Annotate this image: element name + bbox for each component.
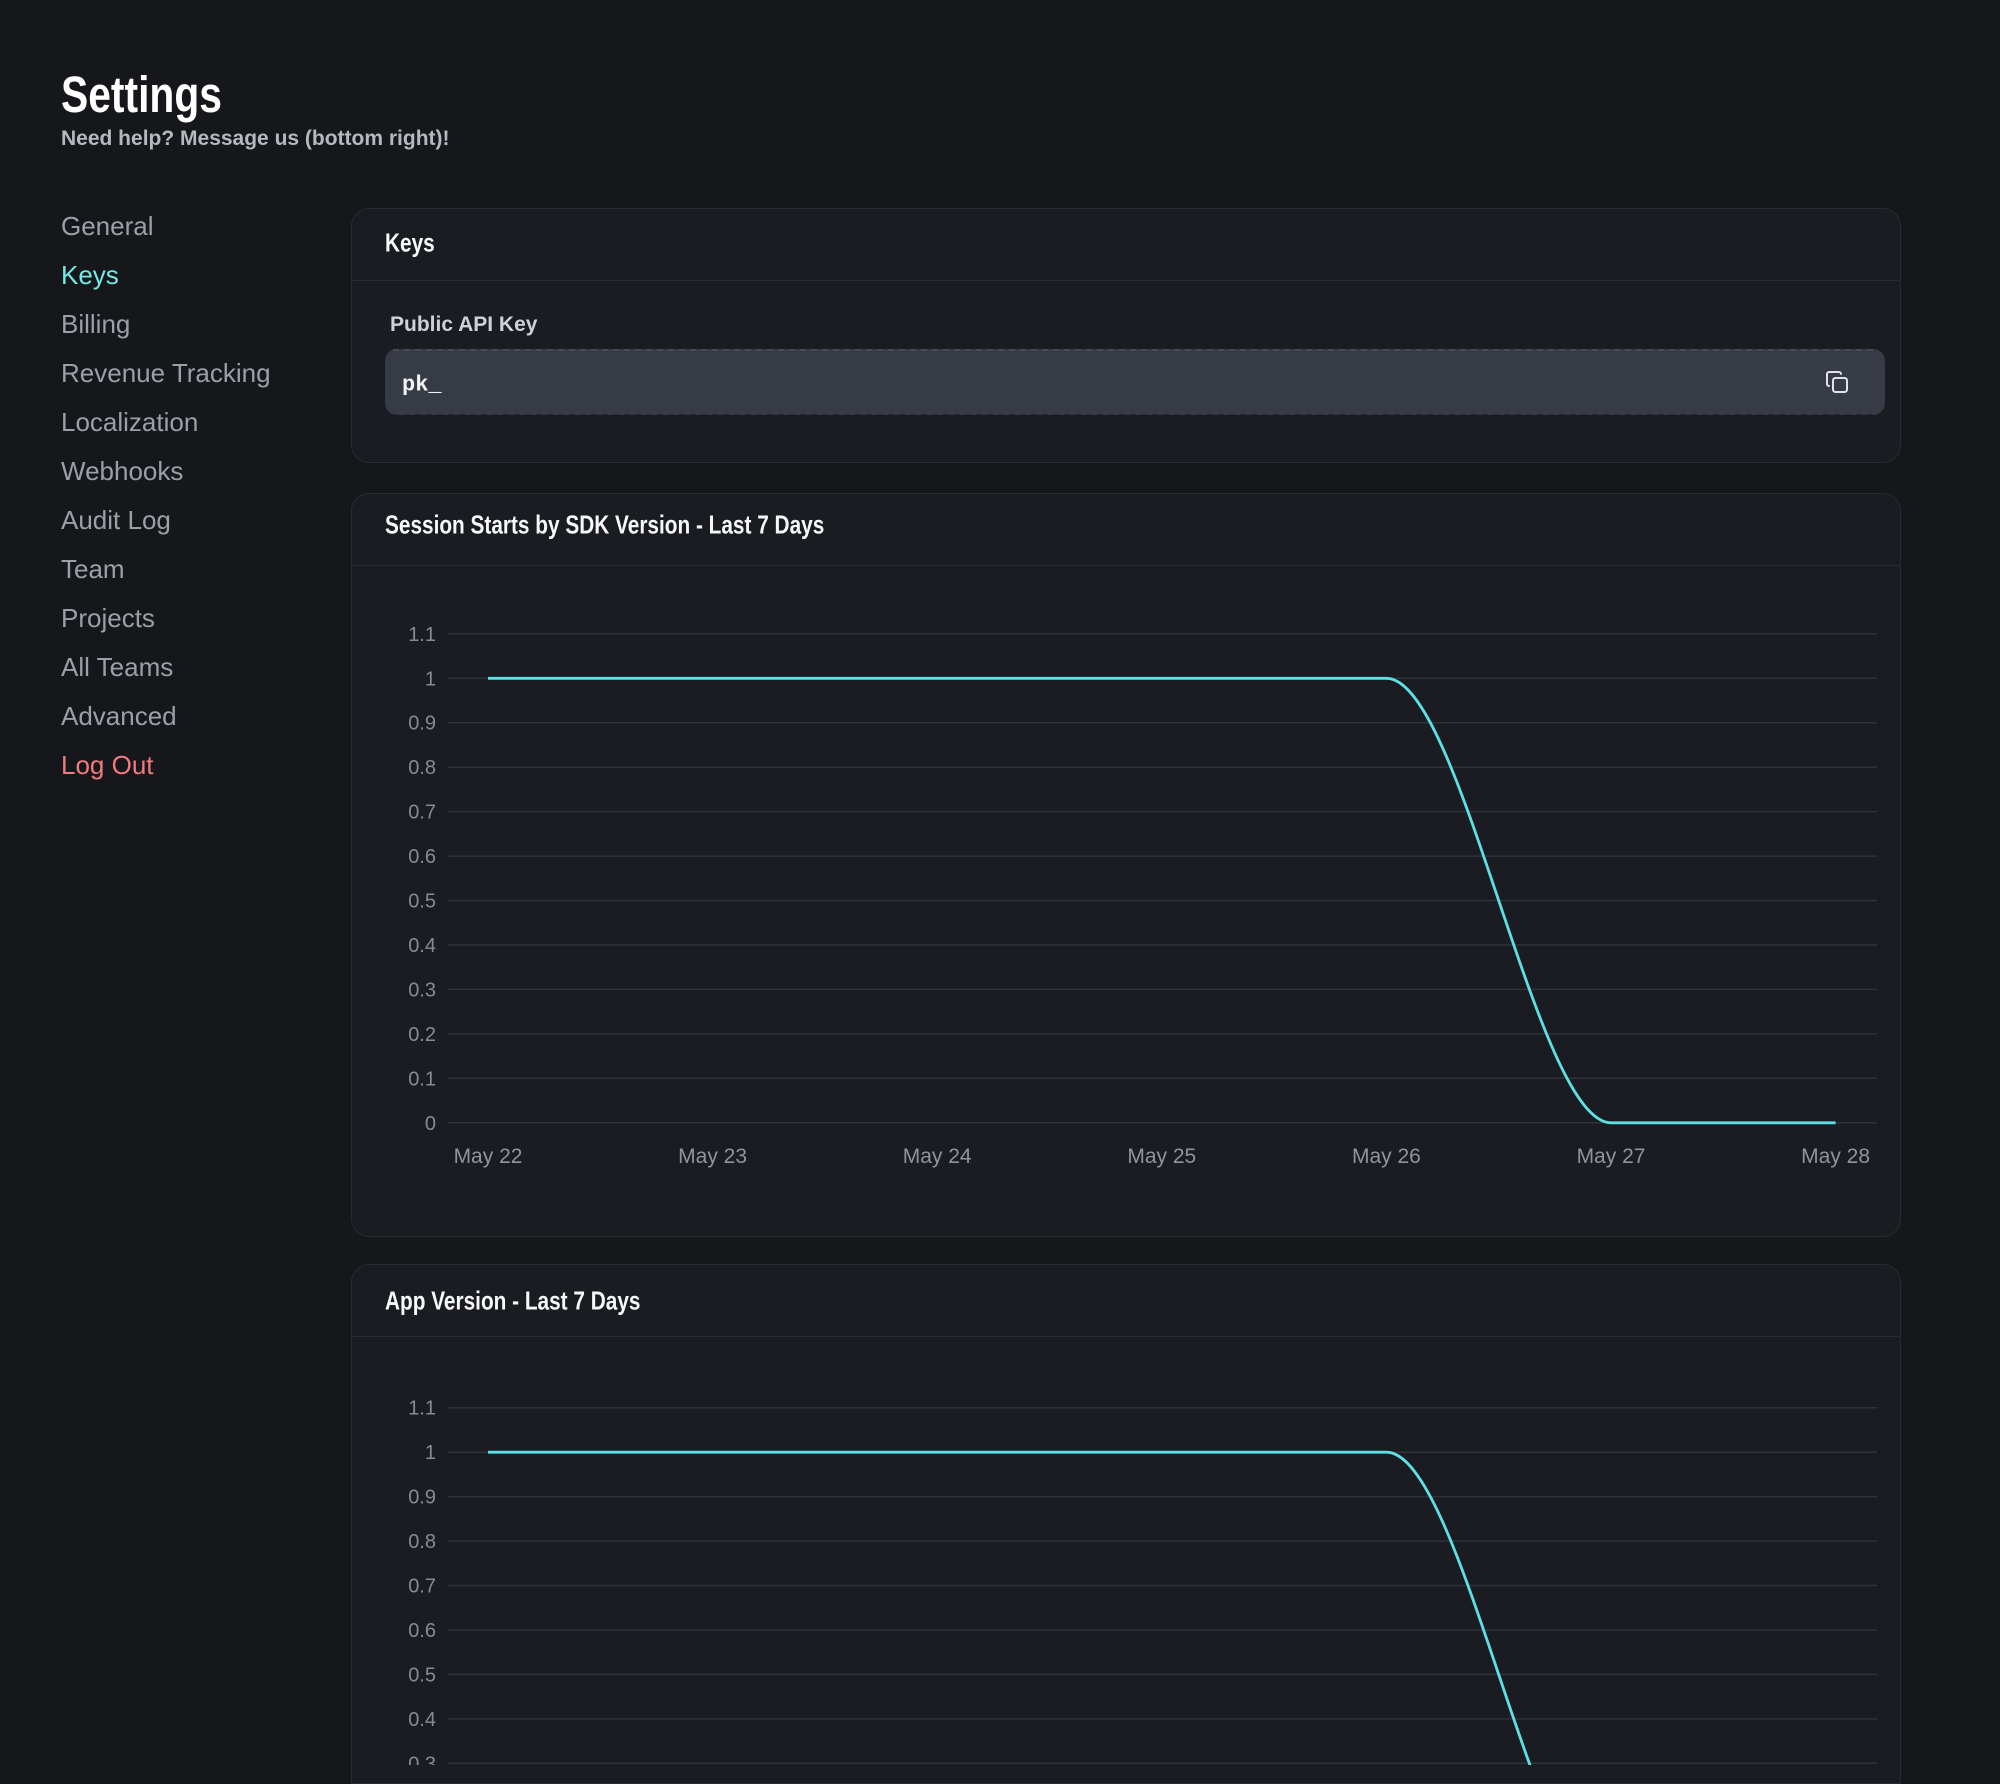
svg-text:0.3: 0.3 xyxy=(408,1753,436,1765)
svg-text:May 27: May 27 xyxy=(1577,1145,1646,1168)
svg-text:1: 1 xyxy=(425,1442,436,1464)
svg-text:1.1: 1.1 xyxy=(408,624,436,646)
svg-text:May 23: May 23 xyxy=(678,1145,747,1168)
svg-text:May 22: May 22 xyxy=(454,1145,523,1168)
svg-text:0.7: 0.7 xyxy=(408,802,436,824)
svg-text:0.4: 0.4 xyxy=(408,935,436,957)
svg-text:0.6: 0.6 xyxy=(408,1620,436,1642)
svg-text:1.1: 1.1 xyxy=(408,1398,436,1420)
svg-text:0.5: 0.5 xyxy=(408,891,436,913)
svg-text:0.6: 0.6 xyxy=(408,846,436,868)
svg-text:0.7: 0.7 xyxy=(408,1576,436,1598)
svg-text:May 24: May 24 xyxy=(903,1145,972,1168)
svg-text:0.8: 0.8 xyxy=(408,757,436,779)
svg-text:0.3: 0.3 xyxy=(408,979,436,1001)
svg-text:May 25: May 25 xyxy=(1127,1145,1196,1168)
svg-text:May 26: May 26 xyxy=(1352,1145,1421,1168)
svg-text:May 28: May 28 xyxy=(1801,1145,1870,1168)
svg-text:0.4: 0.4 xyxy=(408,1709,436,1731)
svg-text:0.5: 0.5 xyxy=(408,1664,436,1686)
svg-text:0.8: 0.8 xyxy=(408,1531,436,1553)
svg-text:0.9: 0.9 xyxy=(408,1487,436,1509)
svg-text:1: 1 xyxy=(425,668,436,690)
svg-text:0.9: 0.9 xyxy=(408,713,436,735)
svg-text:0.2: 0.2 xyxy=(408,1024,436,1046)
svg-text:0: 0 xyxy=(425,1113,436,1135)
svg-text:0.1: 0.1 xyxy=(408,1068,436,1090)
